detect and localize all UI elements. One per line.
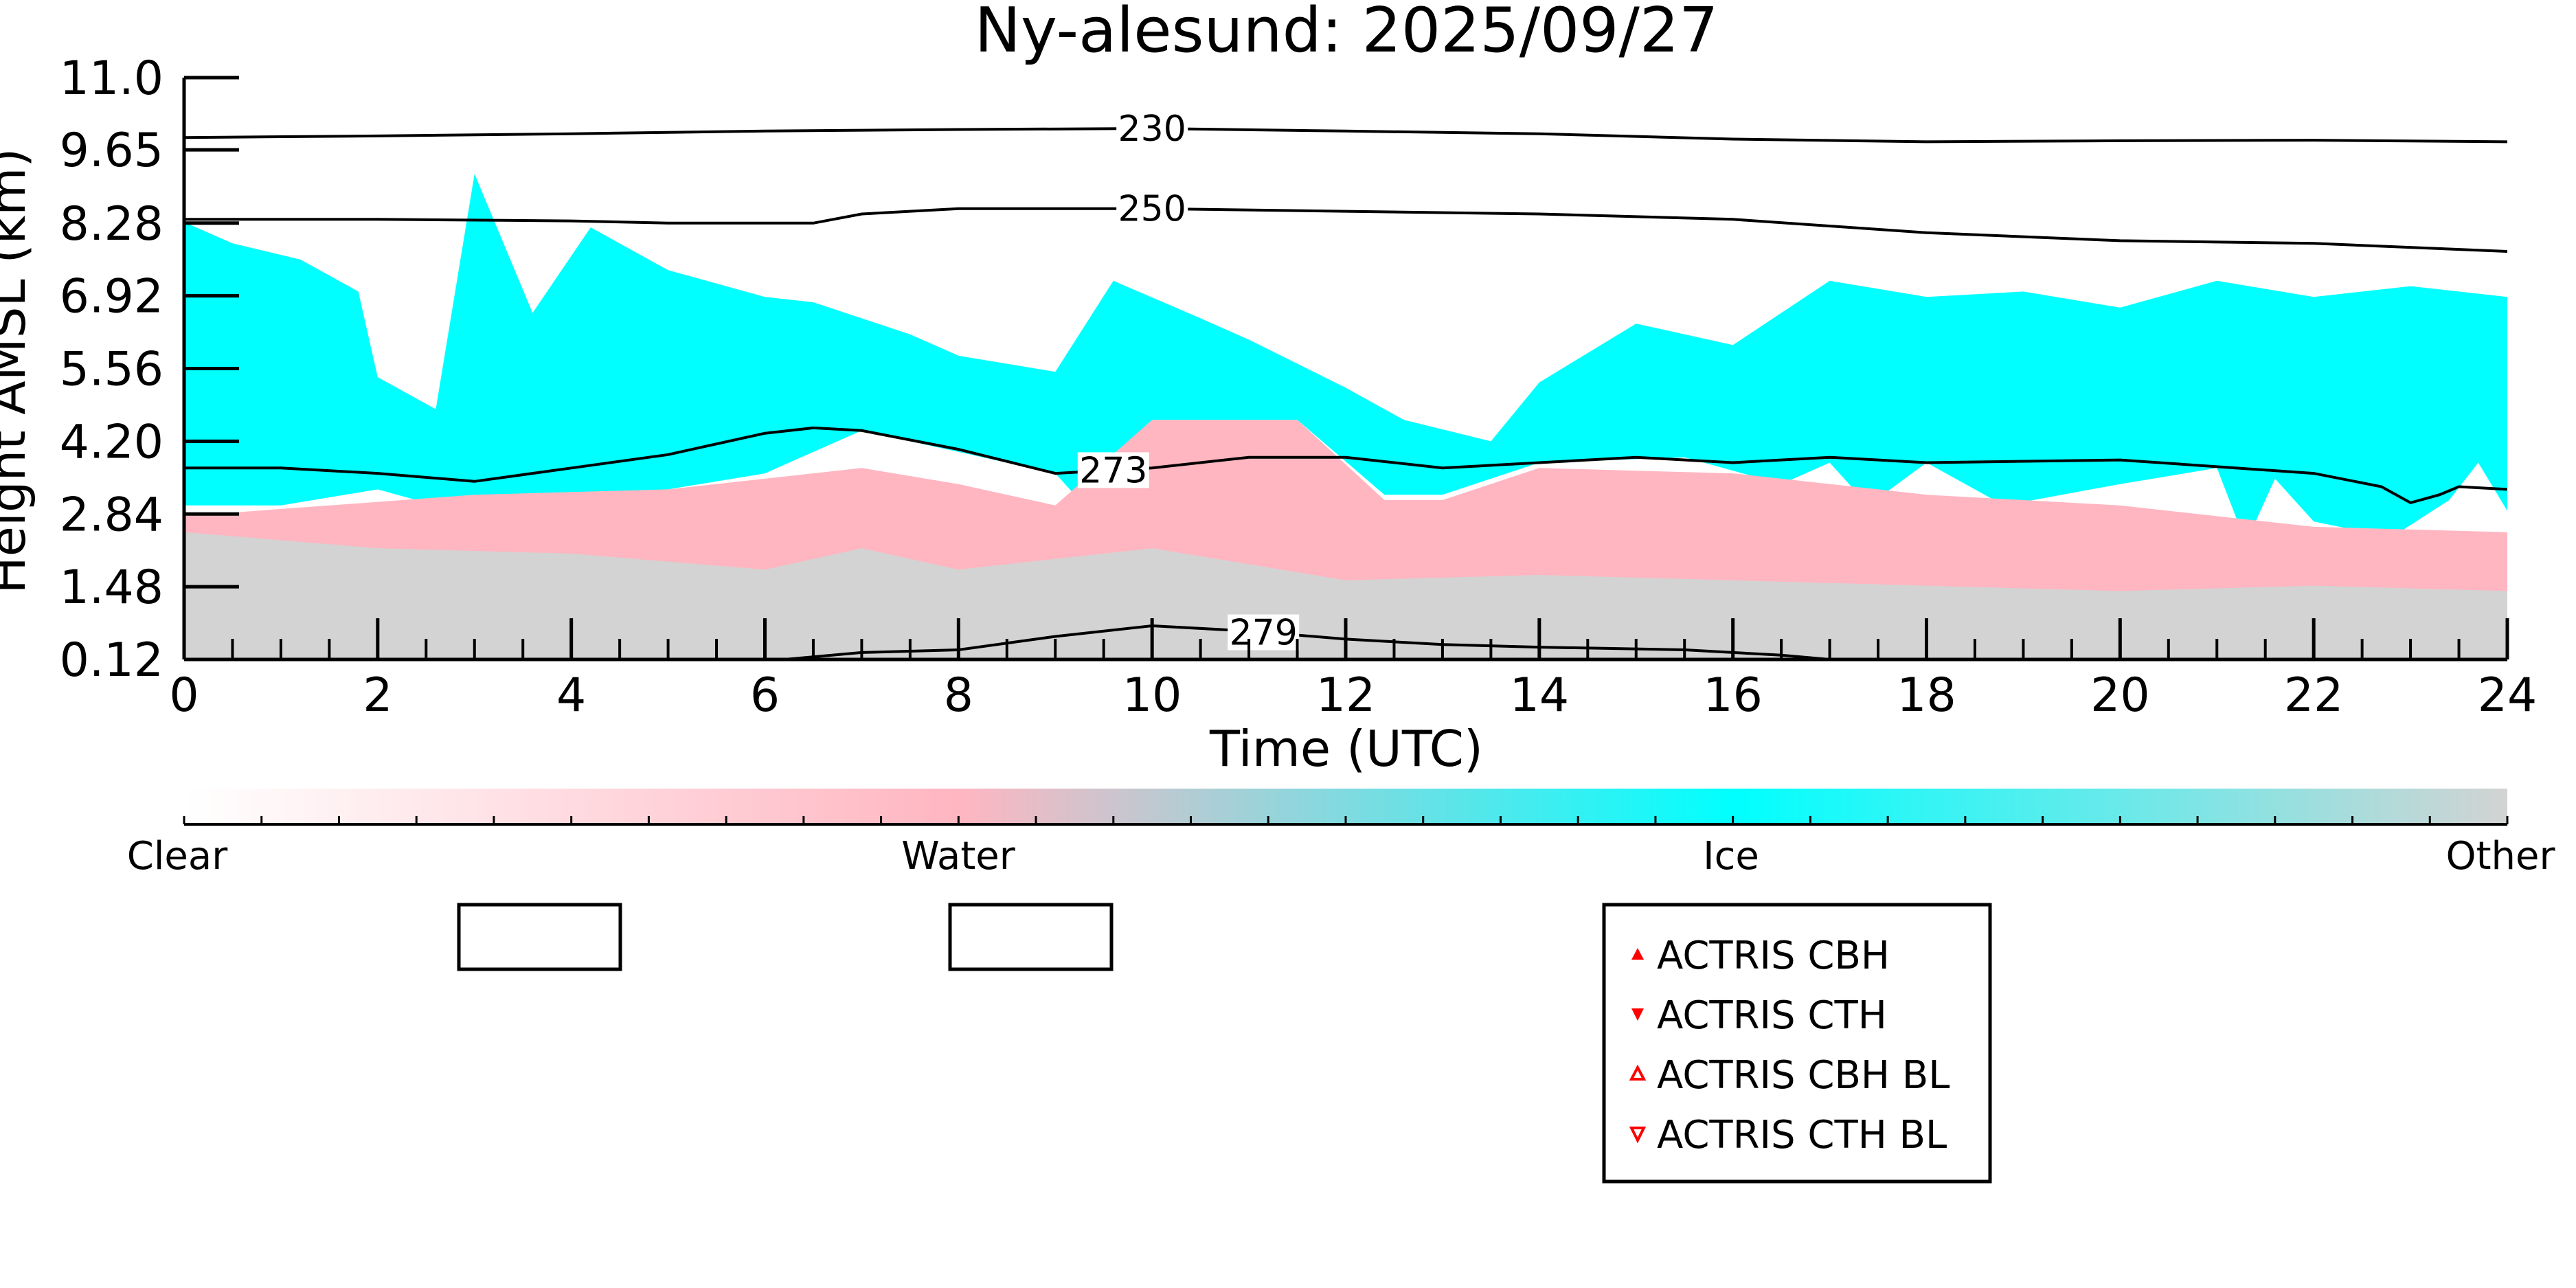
x-tick-label: 14: [1510, 668, 1570, 723]
x-tick-label: 8: [944, 668, 973, 723]
y-tick-label: 5.56: [60, 343, 163, 397]
y-tick-label: 8.28: [60, 197, 163, 251]
contour-label-250: 250: [1118, 189, 1186, 230]
triangle-up-open-icon: [1629, 1064, 1647, 1081]
empty-legend-box-2: [948, 903, 1114, 971]
contour-label-bg: [1116, 190, 1188, 227]
contour-label-279: 279: [1230, 612, 1298, 653]
colorbar-label-ice: Ice: [1703, 834, 1759, 879]
x-tick-label: 22: [2284, 668, 2344, 723]
colorbar-label-clear: Clear: [127, 834, 228, 879]
x-tick-label: 4: [556, 668, 586, 723]
x-axis-label: Time (UTC): [1209, 720, 1483, 778]
ice-layer: [184, 174, 2507, 543]
triangle-down-open-icon: [1629, 1127, 1647, 1144]
x-tick-label: 2: [363, 668, 392, 723]
triangle-down-filled-icon: [1631, 1008, 1644, 1021]
y-tick-label: 0.12: [60, 633, 163, 688]
plot-area: [184, 126, 2507, 659]
contour-273: [184, 426, 2507, 505]
legend-label-cbh: ACTRIS CBH: [1657, 934, 1890, 978]
contour-labels: 230 250 273 279: [1077, 109, 1300, 653]
contour-230: [184, 126, 2507, 144]
legend-label-cth-bl: ACTRIS CTH BL: [1657, 1113, 1947, 1157]
contour-label-273: 273: [1079, 450, 1147, 491]
contour-label-bg: [1077, 452, 1149, 488]
x-tick-label: 16: [1703, 668, 1763, 723]
contour-label-bg: [1116, 110, 1188, 146]
classification-layers: [184, 174, 2507, 659]
contour-label-230: 230: [1118, 109, 1186, 150]
x-tick-label: 24: [2478, 668, 2538, 723]
colorbar-label-water: Water: [901, 834, 1016, 879]
colorbar: Clear Water Ice Other: [127, 789, 2555, 879]
legend: ACTRIS CBH ACTRIS CTH ACTRIS CBH BL ACTR…: [1602, 903, 1992, 1184]
empty-legend-box-1: [457, 903, 622, 971]
y-tick-label: 4.20: [60, 415, 163, 469]
x-tick-label: 12: [1316, 668, 1376, 723]
y-tick-label: 1.48: [60, 561, 163, 615]
legend-label-cbh-bl: ACTRIS CBH BL: [1657, 1053, 1950, 1098]
legend-label-cth: ACTRIS CTH: [1657, 993, 1887, 1038]
y-tick-label: 9.65: [60, 124, 163, 178]
x-tick-label: 0: [169, 668, 199, 723]
y-axis-label: Height AMSL (km): [0, 148, 36, 594]
chart-title: Ny-alesund: 2025/09/27: [975, 0, 1719, 67]
x-tick-label: 20: [2090, 668, 2150, 723]
legend-frame: [1602, 903, 1992, 1184]
contour-250: [184, 207, 2507, 253]
colorbar-label-other: Other: [2445, 834, 2555, 879]
x-tick-label: 10: [1122, 668, 1182, 723]
y-tick-label: 6.92: [60, 270, 163, 324]
x-tick-label: 6: [750, 668, 780, 723]
colorbar-ticks: [183, 816, 2509, 824]
y-tick-label: 11.0: [60, 52, 163, 106]
contour-label-bg: [1228, 614, 1300, 651]
triangle-up-filled-icon: [1631, 948, 1644, 960]
x-tick-label: 18: [1897, 668, 1956, 723]
y-tick-label: 2.84: [60, 488, 163, 542]
